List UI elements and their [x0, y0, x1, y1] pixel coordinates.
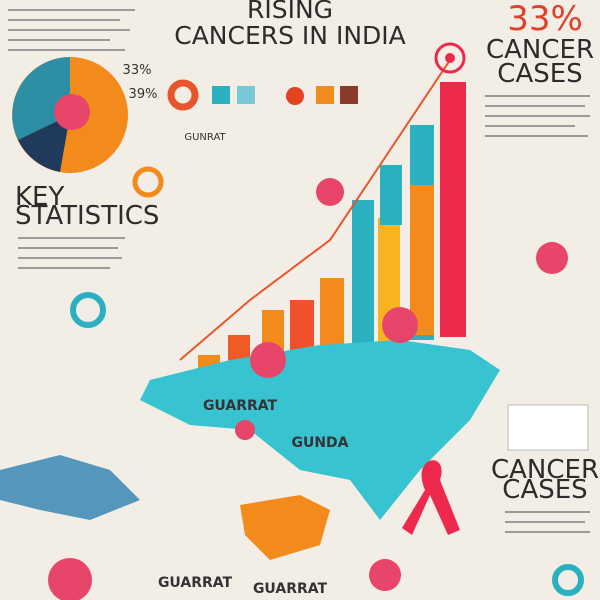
top-label2: CASES	[497, 59, 582, 89]
ring-icon	[132, 166, 164, 198]
key-line2: STATISTICS	[15, 201, 159, 231]
map-label: GUARRAT	[253, 581, 328, 597]
map-label: GUARRAT	[203, 398, 278, 414]
text-block	[505, 511, 590, 533]
map-shape	[140, 340, 500, 520]
text-block	[18, 237, 125, 269]
pie-label: 33%	[123, 63, 152, 78]
map-label: GUNRAT	[184, 132, 226, 143]
region-shape	[240, 495, 330, 560]
right-label1: CANCER	[491, 455, 599, 485]
map-label: GUNDA	[291, 435, 348, 451]
map-label: GUARRAT	[158, 575, 233, 591]
ring-icon	[552, 564, 584, 596]
pie-label: 39%	[129, 87, 158, 102]
ribbon	[402, 460, 460, 535]
world-map	[0, 455, 140, 520]
mini-chart	[507, 404, 589, 451]
title-line1: RISING	[247, 0, 333, 24]
text-block	[485, 95, 590, 137]
icon-row	[167, 79, 358, 111]
pie-illustration	[12, 57, 128, 173]
right-label2: CASES	[502, 475, 587, 505]
ring-icon	[70, 292, 106, 328]
text-block	[8, 9, 135, 51]
top-stat: 33%	[507, 0, 583, 39]
top-label1: CANCER	[486, 35, 594, 65]
virus-icons	[48, 178, 568, 600]
key-line1: KEY	[15, 182, 64, 212]
title-line2: CANCERS IN INDIA	[174, 21, 406, 50]
